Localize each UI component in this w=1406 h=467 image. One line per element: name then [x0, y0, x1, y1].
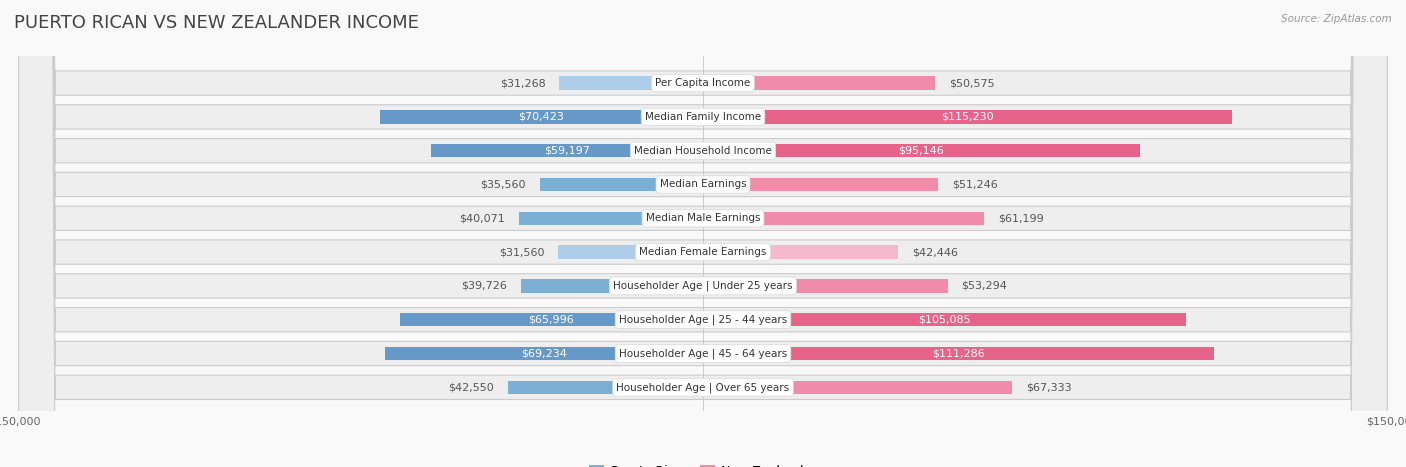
Text: Source: ZipAtlas.com: Source: ZipAtlas.com [1281, 14, 1392, 24]
FancyBboxPatch shape [703, 279, 948, 293]
FancyBboxPatch shape [18, 0, 1388, 467]
Text: $67,333: $67,333 [1026, 382, 1071, 392]
FancyBboxPatch shape [18, 0, 1388, 467]
Text: Per Capita Income: Per Capita Income [655, 78, 751, 88]
Text: $69,234: $69,234 [522, 348, 567, 359]
FancyBboxPatch shape [18, 0, 1388, 467]
Text: Median Earnings: Median Earnings [659, 179, 747, 190]
FancyBboxPatch shape [18, 0, 1388, 467]
Text: $111,286: $111,286 [932, 348, 986, 359]
FancyBboxPatch shape [703, 381, 1012, 394]
Text: Householder Age | Under 25 years: Householder Age | Under 25 years [613, 281, 793, 291]
FancyBboxPatch shape [18, 0, 1388, 467]
Text: $42,550: $42,550 [449, 382, 494, 392]
FancyBboxPatch shape [703, 347, 1215, 360]
Text: $61,199: $61,199 [998, 213, 1043, 223]
Text: Median Female Earnings: Median Female Earnings [640, 247, 766, 257]
FancyBboxPatch shape [432, 144, 703, 157]
FancyBboxPatch shape [703, 245, 898, 259]
FancyBboxPatch shape [560, 77, 703, 90]
Text: $65,996: $65,996 [529, 315, 574, 325]
Text: $70,423: $70,423 [519, 112, 564, 122]
Text: Median Family Income: Median Family Income [645, 112, 761, 122]
FancyBboxPatch shape [703, 313, 1185, 326]
Text: $95,146: $95,146 [898, 146, 945, 156]
FancyBboxPatch shape [520, 279, 703, 293]
Text: $40,071: $40,071 [460, 213, 505, 223]
Text: $31,560: $31,560 [499, 247, 544, 257]
FancyBboxPatch shape [380, 110, 703, 124]
FancyBboxPatch shape [540, 178, 703, 191]
FancyBboxPatch shape [703, 144, 1140, 157]
Text: Householder Age | 25 - 44 years: Householder Age | 25 - 44 years [619, 314, 787, 325]
FancyBboxPatch shape [385, 347, 703, 360]
FancyBboxPatch shape [703, 212, 984, 225]
Text: Householder Age | Over 65 years: Householder Age | Over 65 years [616, 382, 790, 393]
FancyBboxPatch shape [519, 212, 703, 225]
FancyBboxPatch shape [703, 110, 1232, 124]
Text: $105,085: $105,085 [918, 315, 970, 325]
Legend: Puerto Rican, New Zealander: Puerto Rican, New Zealander [585, 460, 821, 467]
FancyBboxPatch shape [18, 0, 1388, 467]
Text: $50,575: $50,575 [949, 78, 994, 88]
Text: $53,294: $53,294 [962, 281, 1008, 291]
FancyBboxPatch shape [558, 245, 703, 259]
Text: $59,197: $59,197 [544, 146, 591, 156]
Text: Median Male Earnings: Median Male Earnings [645, 213, 761, 223]
FancyBboxPatch shape [703, 178, 938, 191]
FancyBboxPatch shape [703, 77, 935, 90]
FancyBboxPatch shape [18, 0, 1388, 467]
FancyBboxPatch shape [18, 0, 1388, 467]
Text: $35,560: $35,560 [481, 179, 526, 190]
Text: $31,268: $31,268 [501, 78, 546, 88]
Text: $42,446: $42,446 [911, 247, 957, 257]
Text: $39,726: $39,726 [461, 281, 506, 291]
Text: $51,246: $51,246 [952, 179, 998, 190]
FancyBboxPatch shape [508, 381, 703, 394]
Text: Median Household Income: Median Household Income [634, 146, 772, 156]
FancyBboxPatch shape [18, 0, 1388, 467]
FancyBboxPatch shape [18, 0, 1388, 467]
FancyBboxPatch shape [399, 313, 703, 326]
Text: PUERTO RICAN VS NEW ZEALANDER INCOME: PUERTO RICAN VS NEW ZEALANDER INCOME [14, 14, 419, 32]
Text: $115,230: $115,230 [941, 112, 994, 122]
Text: Householder Age | 45 - 64 years: Householder Age | 45 - 64 years [619, 348, 787, 359]
